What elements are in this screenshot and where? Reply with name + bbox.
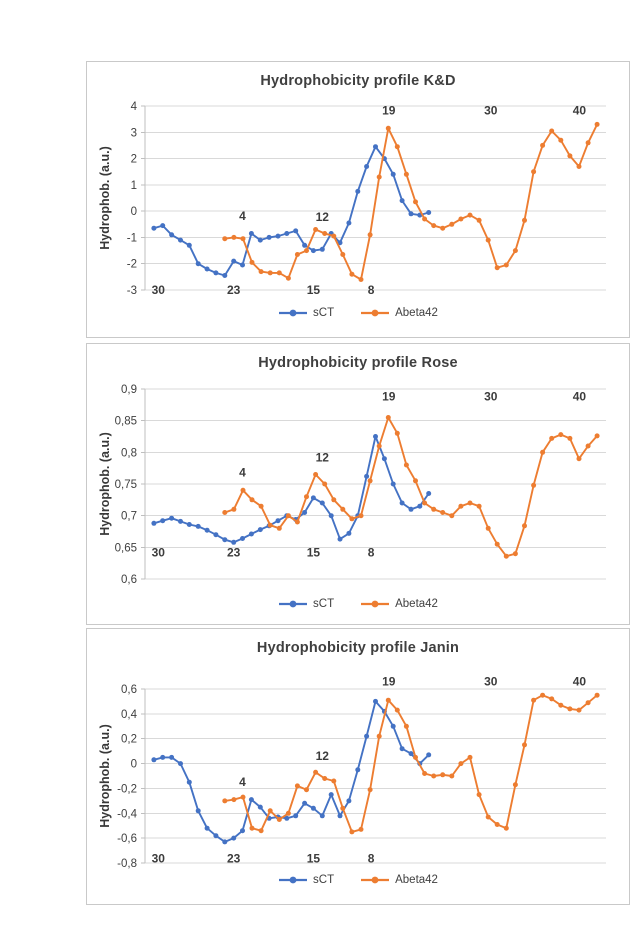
chart-panel-kd: 4 3 2 1 0 -1 -2 -3 19 30 40 4 12 30 23 15 8 Hydrophobici…	[86, 61, 630, 338]
kd-chart-canvas: 4 3 2 1 0 -1 -2 -3 19 30 40 4 12 30 23 15 8	[127, 101, 606, 297]
svg-text:0: 0	[131, 759, 137, 771]
abeta42-legend-marker-icon	[361, 309, 390, 317]
chart-title-kd: Hydrophobicity profile K&D	[260, 73, 456, 89]
svg-text:19: 19	[382, 390, 396, 404]
svg-text:8: 8	[368, 852, 375, 866]
svg-text:0,65: 0,65	[115, 542, 137, 554]
svg-text:8: 8	[368, 283, 375, 297]
abeta42-legend-marker-icon	[361, 600, 390, 608]
abeta42-legend-marker-icon	[361, 876, 390, 884]
svg-text:0,6: 0,6	[121, 684, 137, 696]
legend-label-abeta42: Abeta42	[395, 598, 438, 610]
svg-text:1: 1	[131, 180, 137, 192]
svg-text:40: 40	[573, 675, 587, 689]
legend-item-abeta42: Abeta42	[360, 874, 438, 886]
legend-label-abeta42: Abeta42	[395, 874, 438, 886]
svg-text:23: 23	[227, 283, 241, 297]
legend-label-sct: sCT	[313, 598, 335, 610]
svg-text:40: 40	[573, 390, 587, 404]
svg-text:40: 40	[573, 104, 587, 118]
svg-text:15: 15	[307, 545, 321, 559]
svg-text:-0,8: -0,8	[117, 858, 137, 870]
legend: sCT Abeta42	[87, 598, 629, 610]
svg-text:23: 23	[227, 852, 241, 866]
svg-text:0,85: 0,85	[115, 416, 137, 428]
y-axis-title: Hydrophob. (a.u.)	[98, 432, 112, 536]
svg-text:19: 19	[382, 104, 396, 118]
svg-text:0: 0	[131, 206, 137, 218]
svg-text:4: 4	[239, 466, 246, 480]
legend: sCT Abeta42	[87, 307, 629, 319]
legend-item-abeta42: Abeta42	[360, 307, 438, 319]
svg-text:-1: -1	[127, 232, 137, 244]
legend-item-sct: sCT	[278, 307, 334, 319]
svg-text:30: 30	[152, 852, 166, 866]
svg-text:0,7: 0,7	[121, 511, 137, 523]
svg-text:30: 30	[484, 390, 498, 404]
svg-text:-0,6: -0,6	[117, 833, 137, 845]
svg-text:23: 23	[227, 545, 241, 559]
svg-text:15: 15	[307, 283, 321, 297]
svg-text:0,2: 0,2	[121, 734, 137, 746]
legend: sCT Abeta42	[87, 874, 629, 886]
janin-chart-canvas: 0,6 0,4 0,2 0 -0,2 -0,4 -0,6 -0,8 19 30 40 4 12 30 23 1…	[117, 675, 606, 870]
legend-label-sct: sCT	[313, 874, 335, 886]
svg-text:0,4: 0,4	[121, 709, 138, 721]
svg-text:19: 19	[382, 675, 396, 689]
svg-text:-2: -2	[127, 259, 137, 271]
svg-text:15: 15	[307, 852, 321, 866]
chart-title-janin: Hydrophobicity profile Janin	[256, 640, 460, 656]
svg-text:2: 2	[131, 154, 137, 166]
chart-panel-rose: 0,9 0,85 0,8 0,75 0,7 0,65 0,6 19 30 40 4 12 30 23 15 8…	[86, 343, 630, 625]
svg-text:0,6: 0,6	[121, 574, 137, 586]
svg-text:-3: -3	[127, 285, 137, 297]
svg-text:4: 4	[239, 775, 246, 789]
svg-text:0,9: 0,9	[121, 384, 137, 396]
sct-legend-marker-icon	[279, 600, 308, 608]
sct-legend-marker-icon	[279, 309, 308, 317]
y-axis-title: Hydrophob. (a.u.)	[98, 724, 112, 828]
svg-text:0,75: 0,75	[115, 479, 137, 491]
rose-chart-canvas: 0,9 0,85 0,8 0,75 0,7 0,65 0,6 19 30 40 4 12 30 23 15 8	[115, 384, 606, 586]
y-axis-title: Hydrophob. (a.u.)	[98, 146, 112, 250]
chart-title-rose: Hydrophobicity profile Rose	[258, 355, 458, 371]
svg-text:4: 4	[131, 101, 138, 113]
svg-text:-0,2: -0,2	[117, 783, 137, 795]
svg-text:30: 30	[484, 675, 498, 689]
svg-text:30: 30	[484, 104, 498, 118]
chart-panel-janin: 0,6 0,4 0,2 0 -0,2 -0,4 -0,6 -0,8 19 30 40 4 12 30 23 1…	[86, 628, 630, 905]
svg-text:12: 12	[316, 749, 330, 763]
svg-text:4: 4	[239, 209, 246, 223]
svg-text:8: 8	[368, 545, 375, 559]
svg-text:12: 12	[316, 450, 330, 464]
svg-text:0,8: 0,8	[121, 447, 137, 459]
svg-text:30: 30	[152, 545, 166, 559]
legend-label-sct: sCT	[313, 307, 335, 319]
sct-legend-marker-icon	[279, 876, 308, 884]
legend-label-abeta42: Abeta42	[395, 307, 438, 319]
svg-text:3: 3	[131, 127, 137, 139]
svg-text:30: 30	[152, 283, 166, 297]
legend-item-sct: sCT	[278, 598, 334, 610]
svg-text:-0,4: -0,4	[117, 808, 137, 820]
legend-item-abeta42: Abeta42	[360, 598, 438, 610]
legend-item-sct: sCT	[278, 874, 334, 886]
svg-text:12: 12	[316, 210, 330, 224]
